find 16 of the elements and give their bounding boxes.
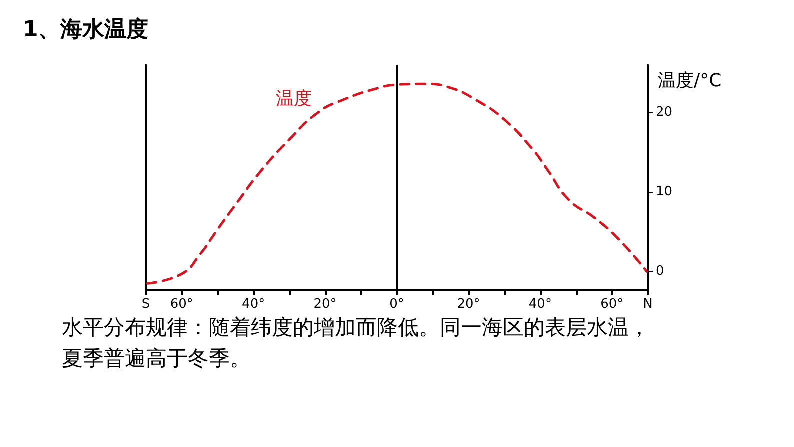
x-tick-label: 60° bbox=[170, 297, 194, 312]
x-tick-label: 60° bbox=[600, 297, 624, 312]
y-tick-label: 20 bbox=[656, 105, 673, 120]
x-tick-label: S bbox=[142, 297, 150, 312]
x-tick-label: 40° bbox=[528, 297, 552, 312]
y-tick-label: 0 bbox=[656, 264, 664, 280]
x-tick-label: 0° bbox=[390, 297, 404, 312]
annotation: 温度 bbox=[276, 88, 312, 110]
x-tick-label: 40° bbox=[242, 297, 266, 312]
y-tick-label: 10 bbox=[656, 184, 673, 200]
x-tick-label: 20° bbox=[314, 297, 337, 312]
x-tick-label: N bbox=[643, 297, 653, 312]
chart-title: 1、海水温度 bbox=[23, 16, 148, 42]
y-axis-title: 温度/°C bbox=[658, 70, 722, 92]
text: 水平分布规律：随着纬度的增加而降低。同一海区的表层水温，夏季普遍高于冬季。 bbox=[62, 316, 650, 370]
x-tick-label: 20° bbox=[457, 297, 480, 312]
